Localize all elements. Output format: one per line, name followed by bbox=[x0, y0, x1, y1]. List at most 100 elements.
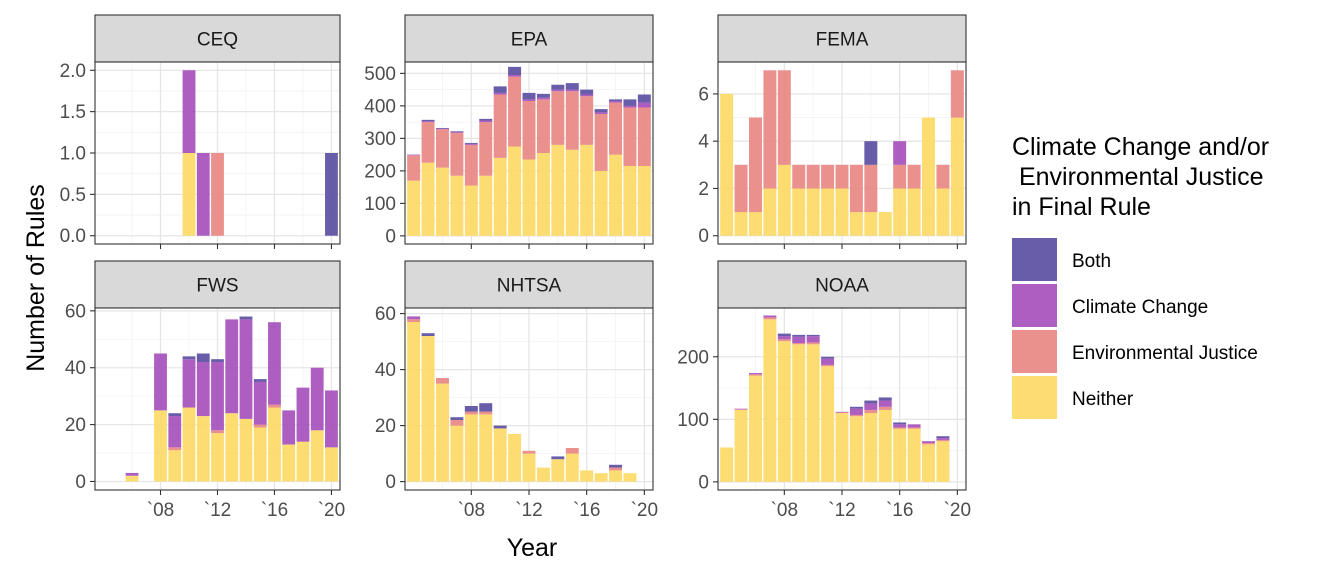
bar-epa-2014-climate bbox=[551, 89, 565, 92]
bar-epa-2019-neither bbox=[623, 166, 637, 236]
y-tick-label-ceq: 2.0 bbox=[60, 61, 86, 82]
bar-nhtsa-2007-neither bbox=[450, 425, 464, 482]
y-tick-label-fws: 20 bbox=[65, 415, 86, 436]
bar-noaa-2016-climate bbox=[893, 424, 907, 428]
bar-epa-2007-neither bbox=[450, 175, 464, 236]
bar-epa-2006-ej bbox=[436, 129, 449, 168]
bar-fws-2011-both bbox=[196, 353, 210, 363]
bar-fws-2012-both bbox=[211, 359, 224, 363]
bar-fws-2010-both bbox=[182, 356, 196, 360]
bar-nhtsa-2004-neither bbox=[407, 322, 421, 482]
y-tick-label-fema: 4 bbox=[698, 132, 709, 153]
bar-noaa-2011-climate bbox=[821, 358, 835, 365]
strip-ceq bbox=[94, 14, 341, 63]
bar-nhtsa-2018-ej bbox=[609, 467, 622, 471]
bar-nhtsa-2009-neither bbox=[479, 414, 493, 482]
strip-label-fws: FWS bbox=[196, 276, 238, 297]
bar-epa-2005-ej bbox=[421, 122, 435, 163]
bar-epa-2009-neither bbox=[479, 175, 493, 236]
bar-nhtsa-2006-ej bbox=[436, 378, 449, 384]
y-tick-label-epa: 400 bbox=[364, 96, 396, 117]
bar-noaa-2015-climate bbox=[878, 400, 892, 407]
legend-key-ej bbox=[1012, 330, 1057, 373]
bar-epa-2004-ej bbox=[407, 155, 421, 181]
bar-nhtsa-2017-neither bbox=[594, 473, 608, 482]
bar-epa-2013-both bbox=[536, 93, 550, 98]
legend-key-both bbox=[1012, 238, 1057, 281]
bar-noaa-2005-climate bbox=[734, 408, 748, 410]
bar-epa-2006-both bbox=[436, 127, 449, 129]
bar-fws-2018-neither bbox=[296, 441, 310, 482]
bar-epa-2011-climate bbox=[508, 75, 522, 77]
bar-nhtsa-2019-neither bbox=[623, 473, 637, 482]
bar-fws-2008-climate bbox=[154, 353, 167, 411]
bar-fema-2007-ej bbox=[763, 70, 777, 189]
bar-epa-2015-both bbox=[565, 83, 579, 90]
bar-nhtsa-2005-both bbox=[421, 333, 435, 336]
bar-fema-2010-neither bbox=[806, 188, 820, 236]
bar-noaa-2017-ej bbox=[907, 427, 921, 429]
bar-fws-2016-neither bbox=[268, 407, 281, 482]
panel-fws: FWS 0 20 40 60 `08 `12 `16 `20 bbox=[65, 260, 345, 521]
bar-nhtsa-2012-ej bbox=[522, 450, 536, 454]
bar-epa-2018-neither bbox=[609, 154, 622, 236]
bar-epa-2019-both bbox=[623, 99, 637, 106]
y-tick-label-noaa: 200 bbox=[677, 347, 709, 368]
bar-noaa-2015-neither bbox=[878, 409, 892, 482]
bar-epa-2008-ej bbox=[464, 144, 478, 186]
bar-fema-2014-neither bbox=[864, 212, 878, 236]
bar-nhtsa-2008-neither bbox=[464, 414, 478, 482]
bar-fws-2010-neither bbox=[182, 407, 196, 482]
bar-epa-2016-climate bbox=[580, 94, 594, 97]
bar-fema-2007-neither bbox=[763, 188, 777, 236]
y-tick-label-ceq: 1.5 bbox=[60, 102, 86, 123]
bar-epa-2020-climate bbox=[637, 102, 651, 108]
bar-epa-2011-neither bbox=[508, 146, 522, 236]
x-tick-label-nhtsa: `20 bbox=[631, 500, 658, 521]
bar-nhtsa-2014-neither bbox=[551, 459, 565, 482]
bar-fema-2008-neither bbox=[777, 164, 791, 236]
bar-fws-2017-neither bbox=[282, 444, 296, 482]
bar-noaa-2013-climate bbox=[849, 408, 863, 415]
bar-ceq-2011-climate bbox=[196, 153, 210, 236]
bar-fema-2009-ej bbox=[792, 164, 806, 189]
bar-nhtsa-2011-neither bbox=[508, 434, 522, 482]
bar-epa-2014-neither bbox=[551, 144, 565, 236]
bar-fema-2019-ej bbox=[936, 164, 950, 189]
panels: CEQ0.00.51.01.52.0EPA0100200300400500FEM… bbox=[60, 14, 971, 521]
bar-noaa-2017-climate bbox=[907, 424, 921, 428]
legend-title-line-1: Climate Change and/or bbox=[1012, 133, 1269, 161]
strip-nhtsa bbox=[404, 260, 654, 309]
bar-fema-2011-ej bbox=[821, 164, 835, 189]
bar-epa-2015-neither bbox=[565, 149, 579, 236]
bar-nhtsa-2007-both bbox=[450, 417, 464, 420]
bar-noaa-2009-both bbox=[792, 334, 806, 337]
bar-fema-2005-ej bbox=[734, 164, 748, 213]
bar-noaa-2018-climate bbox=[922, 441, 935, 444]
bar-noaa-2010-ej bbox=[806, 342, 820, 345]
bar-epa-2004-neither bbox=[407, 180, 421, 236]
panel-epa: EPA 0 100 200 300 400 500 bbox=[364, 14, 654, 249]
bar-epa-2013-climate bbox=[536, 97, 550, 100]
y-tick-label-fema: 6 bbox=[698, 84, 709, 105]
bar-fws-2011-climate bbox=[196, 362, 210, 417]
y-tick-label-nhtsa: 20 bbox=[375, 416, 396, 437]
bar-epa-2005-climate bbox=[421, 121, 435, 123]
bar-ceq-2010-climate bbox=[182, 70, 196, 153]
y-tick-label-epa: 0 bbox=[385, 226, 396, 247]
y-tick-label-epa: 100 bbox=[364, 194, 396, 215]
strip-label-epa: EPA bbox=[511, 30, 548, 51]
bar-epa-2013-neither bbox=[536, 153, 550, 236]
bar-noaa-2014-both bbox=[864, 400, 878, 404]
bar-nhtsa-2013-neither bbox=[536, 467, 550, 482]
bar-nhtsa-2006-neither bbox=[436, 383, 449, 482]
bar-fema-2016-neither bbox=[893, 188, 907, 236]
bar-fema-2005-neither bbox=[734, 212, 748, 236]
legend-title-line-3: in Final Rule bbox=[1012, 193, 1151, 221]
bar-noaa-2007-ej bbox=[763, 317, 777, 320]
x-tick-label-nhtsa: `16 bbox=[573, 500, 600, 521]
bar-noaa-2009-climate bbox=[792, 336, 806, 344]
bar-noaa-2016-neither bbox=[893, 428, 907, 482]
bar-fema-2016-climate bbox=[893, 141, 907, 165]
bar-epa-2007-both bbox=[450, 131, 464, 132]
